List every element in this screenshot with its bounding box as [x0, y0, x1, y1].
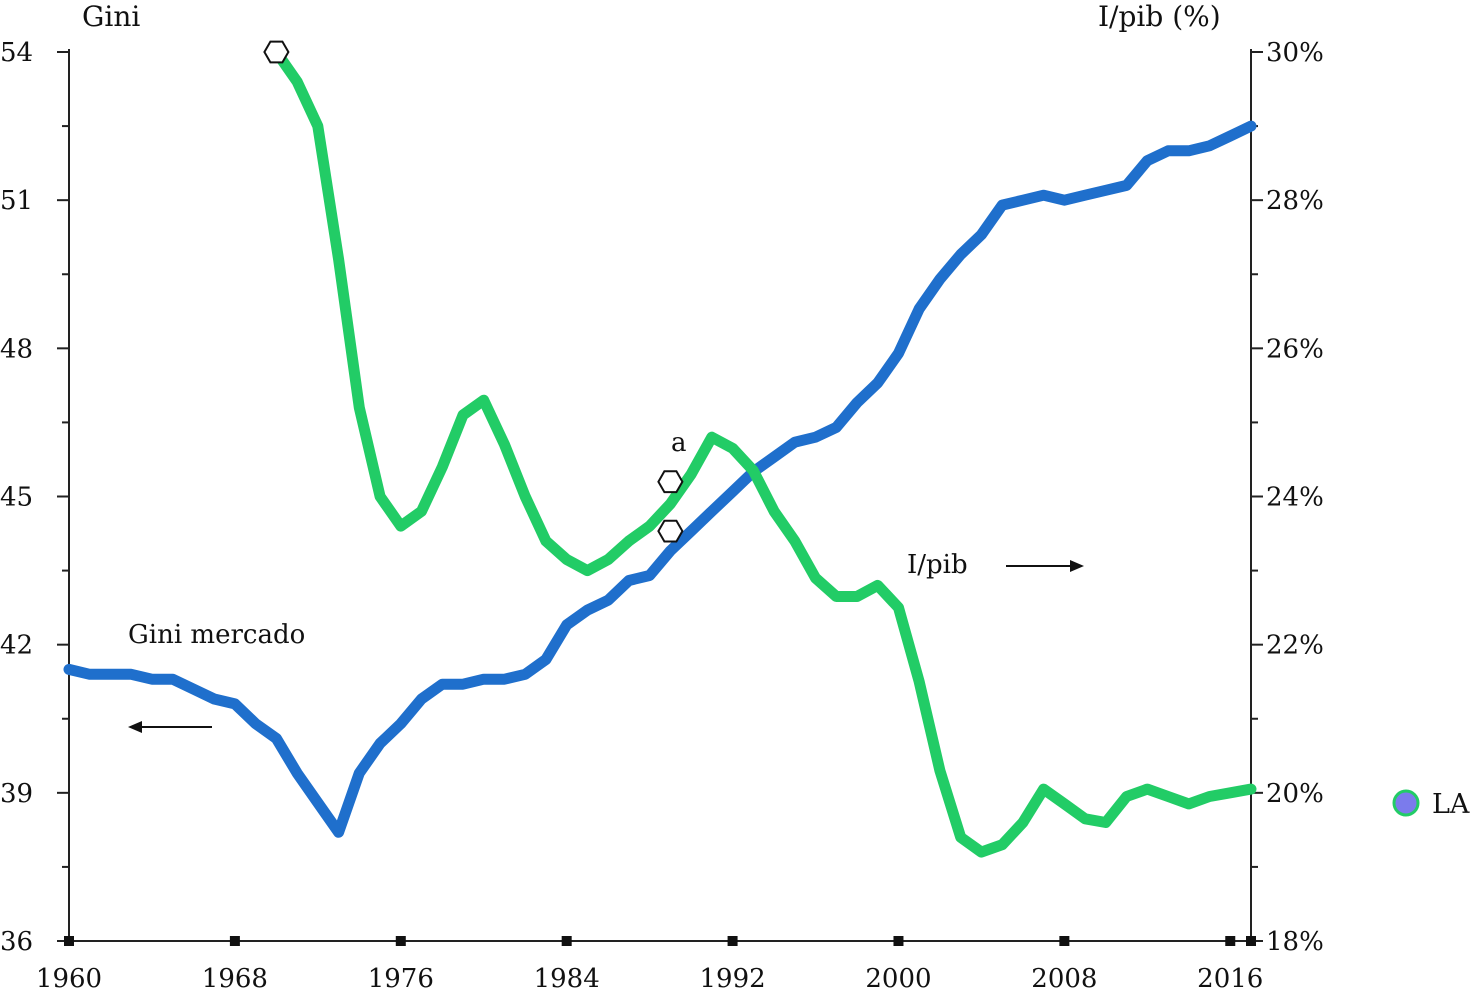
x-tick-end: [1246, 936, 1256, 946]
x-tick-1960: [64, 936, 74, 946]
left-tick-label: 48: [0, 334, 33, 364]
left-tick-label: 51: [0, 186, 33, 216]
point-label-a: a: [671, 428, 687, 458]
right-tick-label: 18%: [1266, 927, 1324, 957]
right-arrow-icon: [1006, 560, 1084, 572]
x-tick-1992: [727, 936, 738, 946]
x-tick-label: 1984: [534, 964, 600, 992]
right-tick-label: 24%: [1266, 483, 1324, 513]
hexagon-marker-1: [657, 470, 684, 494]
left-axis-ticks: 54 51 48 45 42 39 36: [0, 38, 69, 957]
right-tick-label: 28%: [1266, 186, 1324, 216]
x-tick-label: 1992: [699, 964, 765, 992]
left-tick-label: 42: [0, 631, 33, 661]
x-tick-2000: [893, 936, 904, 946]
right-axis-ticks: 30% 28% 26% 24% 22% 20% 18%: [1251, 38, 1324, 957]
x-axis-ticks: 1960 1968 1976 1984 1992 2000 2008 2016: [36, 936, 1263, 992]
series-layer: [63, 46, 1257, 858]
x-tick-2016: [1225, 936, 1236, 946]
right-tick-label: 22%: [1266, 631, 1324, 661]
right-tick-label: 30%: [1266, 38, 1324, 68]
x-tick-label: 1976: [368, 964, 434, 992]
legend-label: LA: [1432, 789, 1470, 820]
legend-marker: [1392, 789, 1420, 817]
left-tick-label: 45: [0, 483, 33, 513]
left-tick-label: 54: [0, 38, 33, 68]
left-tick-label: 39: [0, 779, 33, 809]
x-tick-2008: [1059, 936, 1070, 946]
right-tick-label: 26%: [1266, 334, 1324, 364]
x-tick-1984: [561, 936, 572, 946]
x-tick-label: 2016: [1197, 964, 1263, 992]
right-tick-label: 20%: [1266, 779, 1324, 809]
hexagon-marker-0: [263, 40, 290, 64]
x-tick-label: 2000: [865, 964, 931, 992]
ipib-series-label: I/pib: [907, 550, 968, 580]
x-tick-1976: [395, 936, 406, 946]
gini-series-label: Gini mercado: [128, 620, 305, 650]
x-tick-1968: [229, 936, 240, 946]
left-tick-label: 36: [0, 927, 33, 957]
series-line-gini-mercado: [63, 120, 1257, 838]
series-line-i-pib: [270, 46, 1257, 858]
x-tick-label: 1960: [36, 964, 102, 992]
hexagon-marker-2: [657, 519, 684, 543]
left-axis-title: Gini: [82, 0, 140, 33]
legend: LA: [1392, 789, 1470, 820]
left-arrow-icon: [128, 721, 212, 733]
marker-layer: [263, 40, 684, 543]
x-tick-label: 1968: [202, 964, 268, 992]
x-tick-label: 2008: [1031, 964, 1097, 992]
right-axis-title: I/pib (%): [1098, 0, 1221, 33]
